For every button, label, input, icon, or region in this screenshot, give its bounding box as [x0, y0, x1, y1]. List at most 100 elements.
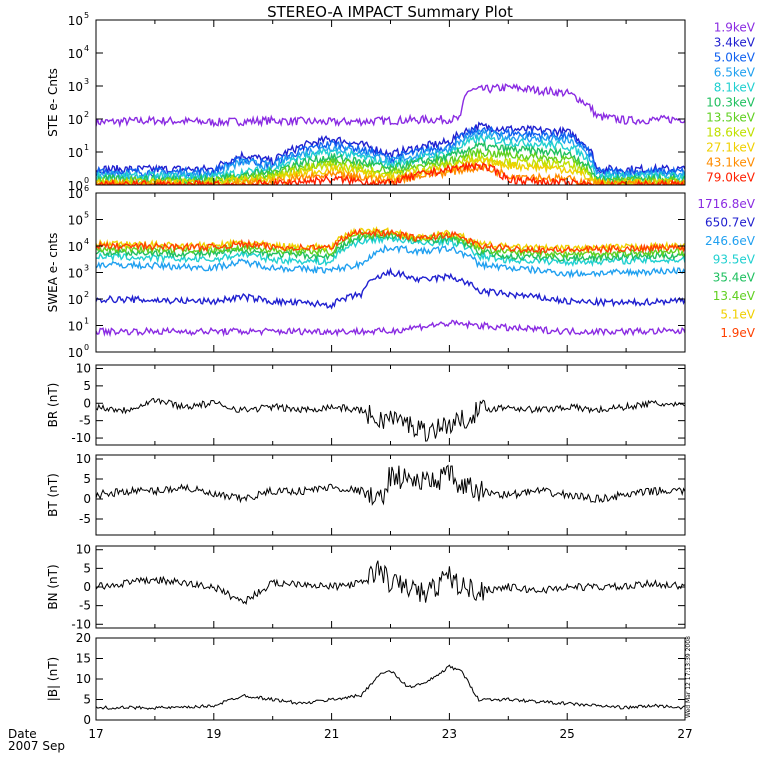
y-tick-label: 10: [68, 113, 83, 127]
legend-entry: 13.5keV: [706, 111, 756, 125]
y-tick-label: 10: [68, 80, 83, 94]
y-tick-exponent: 0: [84, 343, 89, 352]
y-tick-label: 10: [68, 293, 83, 307]
y-tick-exponent: 5: [84, 211, 89, 220]
x-tick-label: 25: [560, 727, 575, 741]
series-line-1-7: [96, 147, 685, 185]
y-tick-label: 10: [68, 179, 83, 193]
y-tick-exponent: 3: [84, 77, 89, 86]
side-timestamp: Wed Mar 12 17:13:39 2008: [685, 636, 692, 718]
y-tick-label: 5: [83, 379, 91, 393]
y-tick-label: 0: [83, 580, 91, 594]
y-tick-label: 20: [76, 631, 91, 645]
series-line-1-1: [96, 82, 685, 128]
y-tick-label: 10: [68, 146, 83, 160]
y-tick-exponent: 4: [84, 237, 89, 246]
y-tick-label: -5: [79, 512, 91, 526]
legend-entry: 3.4keV: [714, 36, 756, 50]
y-tick-exponent: 2: [84, 290, 89, 299]
y-axis-label: |B| (nT): [46, 657, 60, 701]
y-tick-exponent: 1: [84, 317, 89, 326]
y-axis-label: BN (nT): [46, 564, 60, 609]
y-tick-label: 10: [68, 320, 83, 334]
series-line-2-6: [96, 229, 685, 260]
series-line-3-1: [96, 397, 685, 442]
y-tick-label: 0: [83, 396, 91, 410]
y-axis-label: BT (nT): [46, 473, 60, 517]
y-tick-label: -10: [71, 431, 91, 445]
y-tick-exponent: 5: [84, 11, 89, 20]
series-line-5-1: [96, 560, 685, 605]
y-axis-label: SWEA e- cnts: [46, 233, 60, 313]
legend-entry: 1.9eV: [720, 326, 755, 340]
series-line-4-1: [96, 464, 685, 506]
y-tick-exponent: 6: [84, 184, 89, 193]
y-tick-exponent: 0: [84, 176, 89, 185]
y-tick-label: 10: [68, 240, 83, 254]
y-tick-label: 5: [83, 472, 91, 486]
x-tick-label: 23: [442, 727, 457, 741]
panel-5: -10 -5 0 5 10 BN (nT): [46, 543, 686, 631]
y-tick-exponent: 3: [84, 264, 89, 273]
x-tick-label: 19: [206, 727, 221, 741]
x-tick-label: 17: [88, 727, 103, 741]
panel-6: 0 5 10 15 20 |B| (nT): [46, 631, 686, 727]
series-line-2-3: [96, 243, 685, 280]
y-tick-label: 0: [83, 492, 91, 506]
legend-entry: 5.1eV: [720, 307, 755, 321]
panel-3: -10 -5 0 5 10 BR (nT): [46, 361, 686, 446]
y-tick-label: 5: [83, 561, 91, 575]
panel-frame: [95, 637, 686, 721]
y-tick-label: 10: [68, 267, 83, 281]
legend-entry: 13.4eV: [713, 289, 756, 303]
x-tick-label: 27: [677, 727, 692, 741]
date-value: 2007 Sep: [8, 739, 65, 753]
series-line-2-4: [96, 233, 685, 268]
panel-frame: [95, 364, 686, 446]
series-line-1-10: [96, 162, 685, 185]
legend-entry: 5.0keV: [714, 51, 756, 65]
y-tick-label: 10: [76, 543, 91, 557]
y-tick-label: 10: [68, 214, 83, 228]
y-tick-label: 15: [76, 652, 91, 666]
y-tick-exponent: 2: [84, 110, 89, 119]
legend-entry: 93.5eV: [713, 252, 756, 266]
legend-entry: 246.6eV: [705, 234, 756, 248]
legend-entry: 79.0keV: [706, 171, 756, 185]
legend-entry: 6.5keV: [714, 66, 756, 80]
legend-entry: 1716.8eV: [697, 197, 755, 211]
y-tick-label: 10: [68, 14, 83, 28]
plot-title: STEREO-A IMPACT Summary Plot: [267, 3, 513, 21]
y-tick-label: 5: [83, 693, 91, 707]
series-line-1-3: [96, 125, 685, 179]
x-tick-label: 21: [324, 727, 339, 741]
y-tick-exponent: 1: [84, 143, 89, 152]
legend-entry: 8.1keV: [714, 81, 756, 95]
y-tick-exponent: 4: [84, 44, 89, 53]
legend-entry: 27.1keV: [706, 141, 756, 155]
series-line-2-2: [96, 267, 685, 310]
y-axis-label: STE e- Cnts: [46, 68, 60, 137]
series-line-2-1: [96, 319, 685, 338]
y-axis-label: BR (nT): [46, 383, 60, 428]
panel-4: -5 0 5 10 BT (nT): [46, 452, 686, 536]
y-tick-label: 0: [83, 713, 91, 727]
legend-entry: 35.4eV: [713, 271, 756, 285]
series-line-6-1: [96, 664, 685, 710]
legend-entry: 43.1keV: [706, 156, 756, 170]
legend-entry: 10.3keV: [706, 96, 756, 110]
y-tick-label: 10: [76, 672, 91, 686]
legend-entry: 650.7eV: [705, 216, 756, 230]
legend-entry: 1.9keV: [714, 21, 756, 35]
y-tick-label: -5: [79, 414, 91, 428]
legend-entry: 18.6keV: [706, 126, 756, 140]
y-tick-label: -5: [79, 599, 91, 613]
panel-frame: [95, 545, 686, 629]
y-tick-label: 10: [68, 346, 83, 360]
y-tick-label: 10: [76, 361, 91, 375]
date-label: Date: [8, 727, 37, 741]
